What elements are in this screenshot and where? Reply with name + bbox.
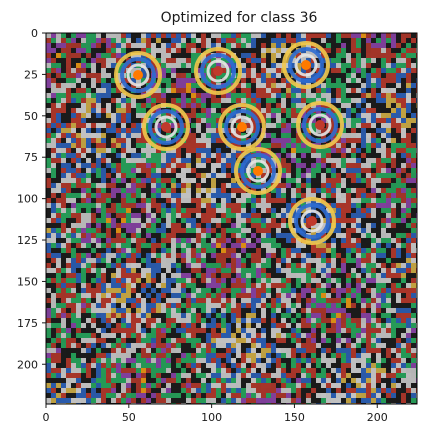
eye-pattern xyxy=(142,103,190,151)
eye-pattern xyxy=(114,51,162,99)
x-tick-label: 0 xyxy=(43,411,50,424)
activation-maximization-image xyxy=(46,33,417,404)
x-tick-label: 50 xyxy=(122,411,136,424)
eye-pattern xyxy=(282,41,330,89)
eye-pattern xyxy=(194,47,242,95)
y-tick-label: 75 xyxy=(24,151,38,164)
y-tick-label: 25 xyxy=(24,68,38,81)
y-tick-label: 50 xyxy=(24,110,38,123)
x-axis: 0 50 100 150 200 xyxy=(43,404,388,424)
eye-pattern xyxy=(234,147,282,195)
y-tick-label: 175 xyxy=(17,317,38,330)
y-tick-label: 100 xyxy=(17,193,38,206)
y-tick-label: 125 xyxy=(17,234,38,247)
y-tick-label: 200 xyxy=(17,358,38,371)
y-tick-label: 0 xyxy=(31,27,38,40)
x-tick-label: 150 xyxy=(284,411,305,424)
x-tick-label: 100 xyxy=(201,411,222,424)
y-axis: 0 25 50 75 100 125 150 175 200 xyxy=(17,27,46,371)
y-tick-label: 150 xyxy=(17,275,38,288)
eye-pattern xyxy=(288,197,336,245)
x-tick-label: 200 xyxy=(367,411,388,424)
figure-title: Optimized for class 36 xyxy=(161,10,318,26)
eye-pattern xyxy=(296,101,344,149)
image-panel xyxy=(45,32,418,405)
eye-pattern xyxy=(218,103,266,151)
